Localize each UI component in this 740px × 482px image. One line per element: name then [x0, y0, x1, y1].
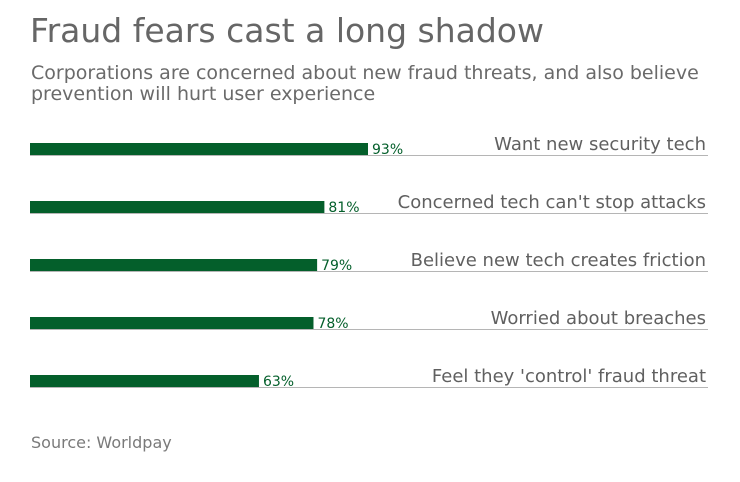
bar-value-label: 63%	[263, 374, 294, 390]
bar	[30, 317, 314, 329]
bar-value-label: 79%	[321, 258, 352, 274]
chart-subtitle: Corporations are concerned about new fra…	[31, 62, 699, 105]
category-label: Feel they 'control' fraud threat	[432, 366, 706, 387]
bar	[30, 375, 259, 387]
category-label: Want new security tech	[494, 134, 706, 155]
category-label: Believe new tech creates friction	[411, 250, 706, 271]
bar	[30, 259, 318, 271]
source-note: Source: Worldpay	[31, 433, 172, 452]
category-label: Concerned tech can't stop attacks	[398, 192, 706, 213]
bar	[30, 143, 368, 155]
chart-title: Fraud fears cast a long shadow	[30, 11, 544, 50]
bar-value-label: 78%	[317, 316, 348, 332]
bar	[30, 201, 325, 213]
bar-value-label: 93%	[372, 142, 403, 158]
category-label: Worried about breaches	[491, 308, 706, 329]
bar-value-label: 81%	[328, 200, 359, 216]
